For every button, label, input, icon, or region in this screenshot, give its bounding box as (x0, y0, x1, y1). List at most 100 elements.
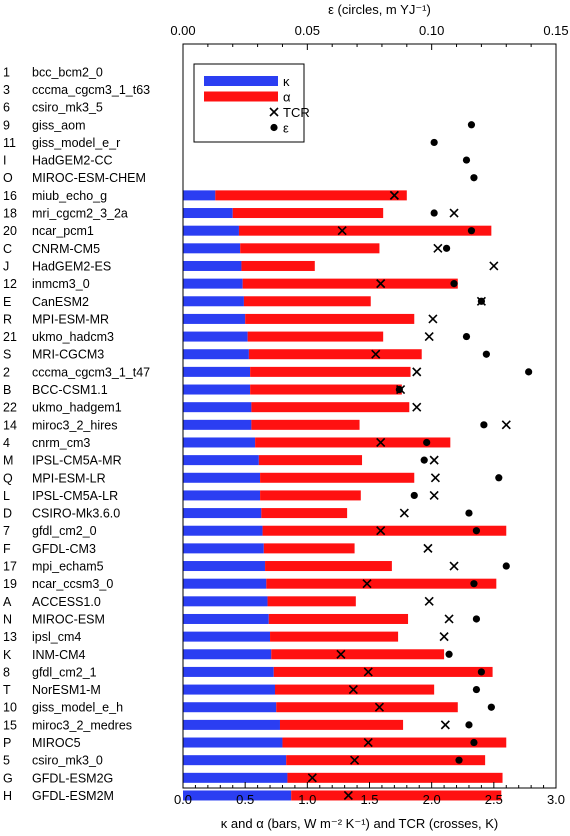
model-name: ukmo_hadcm3 (32, 330, 114, 344)
tcr-cross-stroke (336, 649, 346, 659)
tcr-cross-stroke (350, 755, 360, 765)
epsilon-dot (410, 491, 418, 500)
model-name: miroc3_2_medres (32, 718, 132, 732)
kappa-bar (183, 578, 267, 589)
top-tick-label: 0.10 (419, 23, 444, 38)
model-name: HadGEM2-CC (32, 154, 113, 168)
tcr-cross (376, 437, 386, 448)
model-name: csiro_mk3_5 (32, 101, 103, 115)
model-code: N (3, 612, 12, 626)
kappa-bar (183, 278, 243, 289)
alpha-bar (260, 490, 361, 501)
kappa-bar (183, 243, 241, 254)
legend-cross (269, 107, 279, 117)
tcr-cross-stroke (439, 632, 449, 642)
model-code: A (3, 595, 12, 609)
alpha-bar (282, 737, 507, 748)
alpha-bar (260, 472, 415, 483)
model-name: GFDL-ESM2G (32, 771, 113, 785)
tcr-cross (376, 279, 386, 289)
tcr-cross-stroke (376, 526, 386, 536)
tcr-cross (362, 579, 372, 589)
model-code: 19 (3, 577, 17, 591)
tcr-cross-stroke (412, 402, 422, 412)
model-code: P (3, 736, 11, 750)
alpha-bar (250, 366, 411, 377)
model-code: 9 (3, 118, 10, 132)
model-name: ncar_ccsm3_0 (32, 577, 113, 591)
alpha-bar (255, 437, 451, 448)
alpha-bar (248, 349, 422, 360)
kappa-bar (183, 331, 248, 342)
markers-layer (307, 121, 533, 801)
tcr-cross-stroke (337, 226, 347, 236)
kappa-bar (183, 631, 271, 642)
tcr-cross (412, 402, 422, 412)
kappa-bar (183, 613, 269, 624)
model-name: GFDL-CM3 (32, 542, 96, 556)
epsilon-dot (467, 227, 476, 235)
tcr-cross (429, 455, 439, 465)
model-name: inmcm3_0 (32, 277, 90, 291)
tcr-cross (444, 614, 454, 624)
alpha-bar (287, 772, 503, 783)
alpha-bar (262, 525, 507, 536)
model-name: cnrm_cm3 (32, 436, 90, 450)
tcr-cross-stroke (363, 667, 373, 677)
epsilon-dot (465, 509, 473, 517)
model-name: INM-CM4 (32, 648, 86, 662)
bottom-tick-label: 2.5 (485, 792, 503, 807)
model-name: bcc_bcm2_0 (32, 65, 103, 79)
model-name: mpi_echam5 (32, 560, 104, 574)
epsilon-dot (442, 244, 451, 252)
epsilon-dot (467, 121, 476, 129)
model-name: csiro_mk3_0 (32, 754, 103, 768)
epsilon-dot (420, 456, 428, 464)
alpha-bar (250, 384, 402, 395)
kappa-bar (183, 702, 277, 713)
model-code: E (3, 295, 11, 309)
tcr-cross (430, 473, 440, 483)
model-code: 13 (3, 630, 17, 644)
tcr-cross (423, 543, 433, 553)
kappa-bar (183, 313, 246, 324)
model-code: 7 (3, 524, 10, 538)
model-name: CNRM-CM5 (32, 242, 100, 256)
top-tick-label: 0.00 (170, 23, 195, 38)
model-code: J (3, 259, 9, 273)
tcr-cross-stroke (362, 579, 372, 589)
tcr-cross-stroke (343, 790, 353, 801)
kappa-bar (183, 225, 239, 236)
legend-label: ε (283, 121, 289, 136)
legend-dot (270, 123, 278, 132)
legend-label: κ (283, 74, 290, 89)
kappa-bar (183, 596, 268, 607)
tcr-cross-stroke (476, 296, 486, 306)
tcr-cross-stroke (433, 243, 443, 253)
model-code: C (3, 242, 12, 256)
top-tick-label: 0.15 (543, 23, 568, 38)
model-name: MIROC-ESM-CHEM (32, 171, 146, 185)
epsilon-dot (462, 156, 471, 164)
epsilon-dot (477, 668, 485, 676)
legend-swatch (204, 76, 278, 86)
alpha-bar (242, 278, 458, 289)
tcr-cross-stroke (449, 561, 459, 571)
tcr-cross (363, 737, 373, 748)
model-code: 1 (3, 65, 10, 79)
tcr-cross (399, 508, 409, 518)
epsilon-dot (525, 368, 533, 376)
bottom-tick-label: 1.0 (298, 792, 316, 807)
tcr-cross (348, 685, 358, 695)
model-code: B (3, 383, 11, 397)
bottom-tick-label: 0.5 (236, 792, 254, 807)
legend-label: TCR (283, 105, 310, 120)
model-code: 11 (3, 136, 16, 150)
model-code: M (3, 454, 13, 468)
alpha-bar (271, 649, 445, 660)
model-code: 14 (3, 418, 17, 432)
epsilon-dot (502, 562, 510, 570)
kappa-bar (183, 472, 261, 483)
legend-label: α (283, 90, 291, 105)
